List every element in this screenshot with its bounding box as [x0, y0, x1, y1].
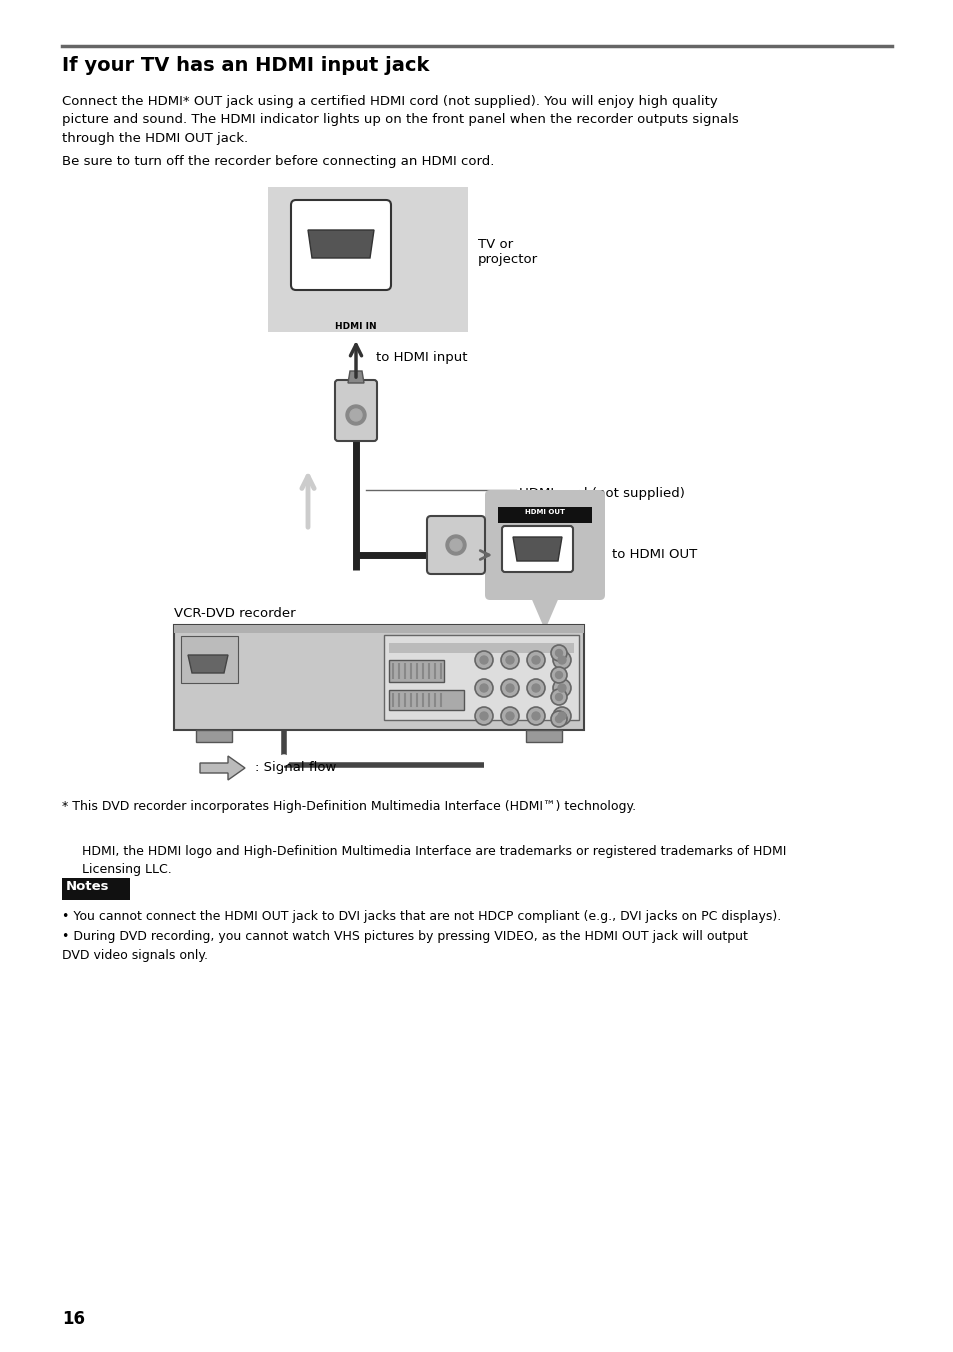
Circle shape — [555, 672, 562, 679]
Circle shape — [350, 410, 361, 420]
FancyBboxPatch shape — [181, 635, 237, 683]
Polygon shape — [348, 370, 364, 383]
Polygon shape — [200, 756, 245, 780]
Circle shape — [526, 679, 544, 698]
Circle shape — [278, 754, 289, 765]
Circle shape — [532, 656, 539, 664]
FancyBboxPatch shape — [268, 187, 468, 333]
FancyBboxPatch shape — [389, 690, 463, 710]
Circle shape — [558, 713, 565, 721]
Circle shape — [551, 645, 566, 661]
Polygon shape — [308, 230, 374, 258]
Circle shape — [558, 684, 565, 692]
Text: HDMI cord (not supplied): HDMI cord (not supplied) — [518, 487, 684, 499]
Circle shape — [346, 406, 366, 425]
Text: to HDMI input: to HDMI input — [375, 350, 467, 364]
FancyBboxPatch shape — [525, 730, 561, 742]
Circle shape — [553, 679, 571, 698]
Text: • During DVD recording, you cannot watch VHS pictures by pressing VIDEO, as the : • During DVD recording, you cannot watch… — [62, 930, 747, 961]
Circle shape — [500, 652, 518, 669]
FancyBboxPatch shape — [389, 660, 443, 681]
Circle shape — [500, 679, 518, 698]
Circle shape — [475, 707, 493, 725]
Text: • You cannot connect the HDMI OUT jack to DVI jacks that are not HDCP compliant : • You cannot connect the HDMI OUT jack t… — [62, 910, 781, 923]
Circle shape — [558, 656, 565, 664]
Circle shape — [555, 715, 562, 722]
Circle shape — [532, 713, 539, 721]
FancyBboxPatch shape — [389, 644, 574, 653]
Circle shape — [479, 713, 488, 721]
Circle shape — [446, 535, 465, 556]
Text: * This DVD recorder incorporates High-Definition Multimedia Interface (HDMI™) te: * This DVD recorder incorporates High-De… — [62, 800, 636, 813]
FancyBboxPatch shape — [427, 516, 484, 575]
Circle shape — [526, 652, 544, 669]
Polygon shape — [530, 595, 559, 630]
Circle shape — [505, 684, 514, 692]
Circle shape — [526, 707, 544, 725]
Text: Be sure to turn off the recorder before connecting an HDMI cord.: Be sure to turn off the recorder before … — [62, 155, 494, 168]
FancyBboxPatch shape — [173, 625, 583, 633]
Circle shape — [555, 694, 562, 700]
Circle shape — [505, 713, 514, 721]
Circle shape — [551, 690, 566, 704]
Circle shape — [551, 667, 566, 683]
Circle shape — [551, 711, 566, 727]
FancyBboxPatch shape — [335, 380, 376, 441]
Circle shape — [505, 656, 514, 664]
Polygon shape — [188, 654, 228, 673]
Circle shape — [500, 707, 518, 725]
Text: TV or
projector: TV or projector — [477, 238, 537, 266]
FancyBboxPatch shape — [291, 200, 391, 289]
Circle shape — [553, 652, 571, 669]
FancyBboxPatch shape — [173, 625, 583, 730]
Text: VCR-DVD recorder: VCR-DVD recorder — [173, 607, 295, 621]
Circle shape — [532, 684, 539, 692]
FancyBboxPatch shape — [501, 526, 573, 572]
FancyBboxPatch shape — [384, 635, 578, 721]
FancyBboxPatch shape — [62, 877, 130, 900]
Circle shape — [479, 656, 488, 664]
Text: HDMI IN: HDMI IN — [335, 322, 376, 331]
Circle shape — [555, 649, 562, 657]
Text: HDMI, the HDMI logo and High-Definition Multimedia Interface are trademarks or r: HDMI, the HDMI logo and High-Definition … — [82, 845, 785, 876]
Text: HDMI OUT: HDMI OUT — [524, 508, 564, 515]
Text: Notes: Notes — [66, 880, 110, 894]
Text: : Signal flow: : Signal flow — [254, 761, 336, 775]
Circle shape — [553, 707, 571, 725]
FancyBboxPatch shape — [484, 489, 604, 600]
FancyBboxPatch shape — [195, 730, 232, 742]
Circle shape — [475, 652, 493, 669]
Polygon shape — [513, 537, 561, 561]
Circle shape — [450, 539, 461, 552]
Text: to HDMI OUT: to HDMI OUT — [612, 549, 697, 561]
Circle shape — [479, 684, 488, 692]
Text: If your TV has an HDMI input jack: If your TV has an HDMI input jack — [62, 55, 429, 74]
Text: 16: 16 — [62, 1310, 85, 1328]
Text: Connect the HDMI* OUT jack using a certified HDMI cord (not supplied). You will : Connect the HDMI* OUT jack using a certi… — [62, 95, 738, 145]
Circle shape — [475, 679, 493, 698]
FancyBboxPatch shape — [497, 507, 592, 523]
